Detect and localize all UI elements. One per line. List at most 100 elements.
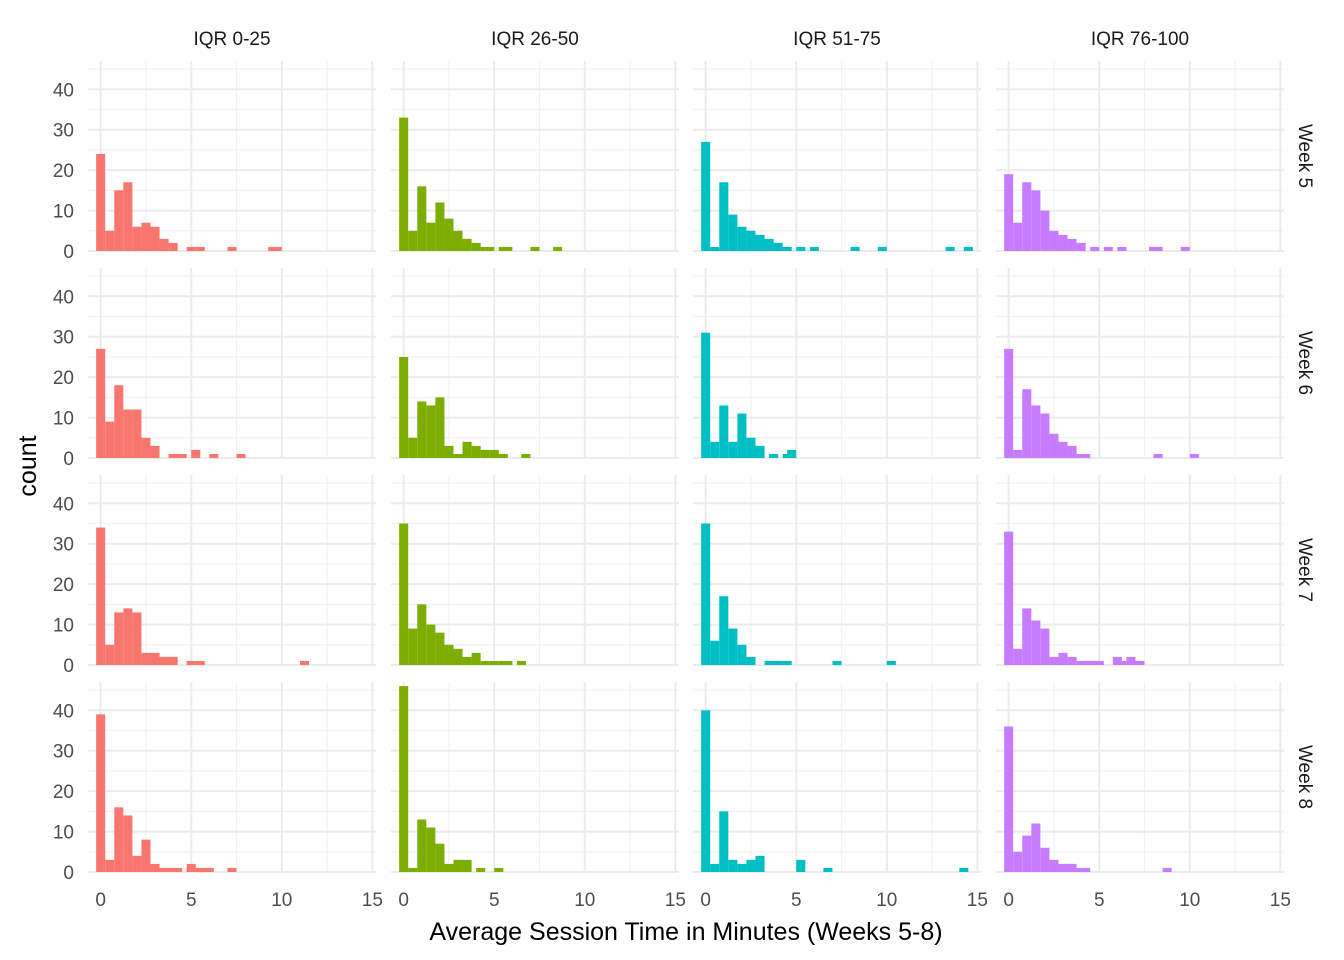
histogram-bar [399, 686, 409, 872]
histogram-bar [173, 867, 183, 872]
histogram-bar [746, 656, 756, 665]
histogram-bar [1022, 389, 1032, 458]
histogram-bar [710, 441, 720, 458]
histogram-bar [408, 867, 418, 872]
y-tick-label: 30 [53, 742, 74, 763]
histogram-bar [728, 441, 738, 458]
histogram-bar [1180, 246, 1190, 251]
histogram-bar [399, 523, 409, 665]
histogram-bar [132, 612, 142, 665]
histogram-bar [105, 421, 115, 458]
x-tick-label: 5 [186, 890, 197, 911]
histogram-bar [1040, 210, 1050, 251]
histogram-bar [155, 656, 165, 665]
histogram-bar [191, 449, 201, 458]
histogram-bar [186, 246, 196, 251]
x-tick-label: 10 [574, 890, 595, 911]
histogram-bar [485, 246, 495, 251]
histogram-bar [435, 632, 445, 665]
x-tick-label: 0 [1003, 890, 1014, 911]
histogram-bar [1153, 453, 1163, 458]
histogram-bar [1058, 441, 1068, 458]
histogram-bar [408, 628, 418, 665]
histogram-bar [1189, 453, 1199, 458]
histogram-bar [123, 815, 133, 872]
histogram-bar [159, 238, 169, 251]
histogram-bar [1081, 660, 1091, 665]
histogram-bar [1072, 867, 1082, 872]
histogram-bar [710, 246, 720, 251]
histogram-bar [1031, 190, 1041, 251]
histogram-bar [832, 660, 842, 665]
row-strip-label: Week 8 [1294, 745, 1315, 809]
histogram-bar [399, 117, 409, 252]
histogram-bar [227, 867, 237, 872]
histogram-bar [1004, 726, 1014, 872]
histogram-bar [426, 222, 436, 251]
histogram-bar [728, 859, 738, 872]
histogram-bar [476, 246, 486, 251]
y-tick-label: 40 [53, 701, 74, 722]
histogram-bar [1013, 222, 1023, 251]
y-tick-label: 40 [53, 80, 74, 101]
histogram-bar [453, 859, 463, 872]
histogram-bar [150, 226, 160, 251]
histogram-bar [1067, 656, 1077, 665]
histogram-bar [471, 445, 481, 458]
histogram-bar [773, 242, 783, 251]
panel-3-3 [693, 475, 981, 666]
histogram-bar [963, 246, 973, 251]
histogram-bar [1081, 453, 1091, 458]
histogram-bar [96, 153, 106, 251]
histogram-bar [521, 453, 531, 458]
row-strip-label: Week 7 [1294, 538, 1315, 602]
histogram-bar [435, 843, 445, 872]
histogram-bar [764, 660, 774, 665]
histogram-bar [823, 867, 833, 872]
histogram-bar [1031, 823, 1041, 872]
x-tick-label: 15 [1270, 890, 1291, 911]
histogram-bar [1063, 863, 1073, 872]
x-tick-label: 10 [271, 890, 292, 911]
histogram-bar [268, 246, 278, 251]
y-tick-label: 0 [63, 863, 74, 884]
histogram-bar [417, 401, 427, 458]
histogram-bar [177, 453, 187, 458]
histogram-bar [399, 356, 409, 458]
histogram-bar [195, 867, 205, 872]
histogram-bar [417, 186, 427, 251]
histogram-bar [945, 246, 955, 251]
histogram-bar [710, 863, 720, 872]
histogram-bar [809, 246, 819, 251]
histogram-bar [737, 863, 747, 872]
histogram-bar [204, 867, 214, 872]
histogram-bar [737, 644, 747, 665]
histogram-bar [476, 867, 486, 872]
histogram-bar [796, 859, 806, 872]
histogram-bar [553, 246, 563, 251]
histogram-bar [272, 246, 282, 251]
x-tick-label: 0 [398, 890, 409, 911]
histogram-bar [1058, 652, 1068, 665]
x-tick-label: 5 [791, 890, 802, 911]
histogram-bar [462, 238, 472, 251]
y-tick-labels: 0 10 20 30 40 0 10 20 30 40 0 10 20 30 40 0 10 20 30 40 [53, 80, 74, 884]
histogram-bar [701, 710, 711, 872]
y-tick-label: 20 [53, 161, 74, 182]
histogram-bar [1013, 648, 1023, 665]
histogram-bar [141, 222, 151, 251]
y-tick-label: 0 [63, 449, 74, 470]
histogram-bar [719, 182, 729, 251]
x-tick-label: 5 [489, 890, 500, 911]
histogram-bar [1153, 246, 1163, 251]
histogram-bar [1013, 449, 1023, 458]
histogram-bar [132, 855, 142, 872]
histogram-bar [1049, 230, 1059, 251]
facet-strip-labels: Week 5 Week 6 Week 7 Week 8 IQR 0-25 IQR 26-5… [193, 29, 1315, 809]
x-tick-label: 0 [95, 890, 106, 911]
histogram-bar [123, 409, 133, 458]
histogram-bar [516, 660, 526, 665]
histogram-bar [1004, 348, 1014, 458]
histogram-bar [1103, 246, 1113, 251]
histogram-bar [96, 714, 106, 872]
